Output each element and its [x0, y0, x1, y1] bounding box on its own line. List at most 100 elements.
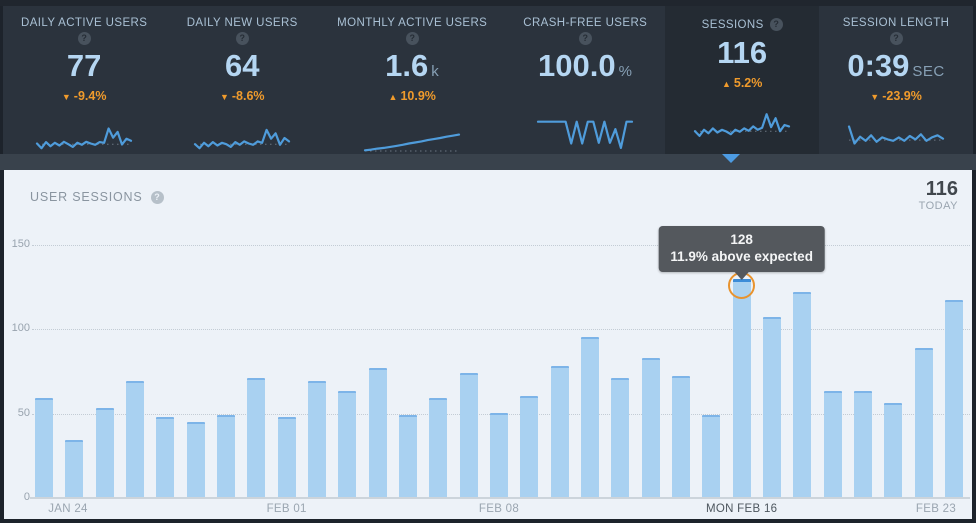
bar-feb-07[interactable]: [459, 373, 478, 498]
chart-tooltip: 128 11.9% above expected: [658, 226, 825, 272]
help-icon[interactable]: ?: [405, 32, 419, 45]
cards-panel-divider: [0, 154, 976, 170]
bar-jan-24[interactable]: [35, 398, 53, 498]
gridline-150: [32, 245, 970, 246]
trend-up-icon: ▲: [388, 92, 398, 102]
help-icon[interactable]: ?: [150, 190, 164, 204]
card-delta-value: 5.2%: [733, 76, 763, 90]
bar-feb-16[interactable]: [732, 279, 751, 498]
bar-feb-02[interactable]: [307, 381, 326, 498]
card-value-number: 0:39: [847, 48, 910, 83]
card-delta: ▲ 10.9%: [389, 89, 436, 106]
card-value-suffix: k: [431, 63, 440, 80]
help-icon[interactable]: ?: [889, 32, 903, 45]
card-value: 77: [67, 50, 101, 88]
card-value: 100.0%: [538, 50, 632, 88]
bar-jan-27[interactable]: [125, 381, 144, 498]
bar-feb-17[interactable]: [762, 317, 781, 498]
bar-feb-03[interactable]: [338, 391, 357, 498]
sparkline: [36, 127, 133, 150]
card-title: DAILY ACTIVE USERS: [21, 17, 148, 29]
sparkline: [847, 125, 945, 145]
card-value: 116: [717, 37, 767, 75]
help-icon[interactable]: ?: [769, 18, 783, 31]
sparkline: [364, 133, 461, 152]
x-axis-line: [30, 497, 970, 499]
card-delta-value: -23.9%: [882, 89, 922, 103]
bar-jan-29[interactable]: [186, 422, 205, 498]
panel-header: USER SESSIONS ?: [30, 190, 164, 204]
card-title-row: DAILY NEW USERS?: [165, 17, 319, 45]
bar-feb-22[interactable]: [914, 348, 933, 498]
card-title: SESSIONS: [701, 18, 764, 31]
metric-card-session-length[interactable]: SESSION LENGTH? 0:39 SEC ▼ -23.9%: [819, 6, 973, 155]
card-value-number: 1.6: [385, 48, 429, 83]
x-axis-label: FEB 23: [915, 503, 957, 515]
bar-feb-08[interactable]: [489, 413, 508, 498]
metric-card-crash-free-users[interactable]: CRASH-FREE USERS? 100.0%: [505, 6, 665, 155]
bar-feb-15[interactable]: [702, 415, 721, 498]
selected-tab-arrow-icon: [721, 154, 740, 163]
help-icon[interactable]: ?: [77, 32, 91, 45]
card-title: SESSION LENGTH: [842, 17, 950, 29]
card-delta: ▲ 5.2%: [722, 76, 762, 93]
bar-feb-12[interactable]: [611, 378, 630, 498]
x-axis-label: FEB 08: [478, 503, 520, 515]
bar-feb-23[interactable]: [944, 300, 963, 498]
bar-jan-25[interactable]: [65, 440, 84, 498]
y-tick-label: 100: [11, 322, 30, 335]
metric-card-daily-active-users[interactable]: DAILY ACTIVE USERS? 77 ▼ -9.4%: [3, 6, 165, 155]
bar-feb-21[interactable]: [884, 403, 903, 498]
card-value-number: 116: [717, 35, 768, 70]
bar-feb-04[interactable]: [368, 368, 387, 498]
card-value-suffix: %: [618, 63, 633, 80]
today-value: 116: [925, 178, 958, 200]
trend-down-icon: ▼: [870, 92, 880, 102]
x-axis-label: JAN 24: [48, 503, 88, 515]
bar-feb-18[interactable]: [793, 292, 812, 498]
x-axis-label: FEB 01: [266, 503, 307, 515]
bar-feb-20[interactable]: [853, 391, 872, 498]
card-delta-value: -9.4%: [73, 89, 107, 103]
bar-feb-09[interactable]: [520, 396, 539, 498]
help-icon[interactable]: ?: [578, 32, 592, 45]
bar-feb-13[interactable]: [641, 358, 660, 498]
bar-jan-30[interactable]: [216, 415, 235, 498]
card-title-row: MONTHLY ACTIVE USERS?: [319, 17, 505, 45]
card-value: 0:39 SEC: [847, 50, 944, 88]
card-value-number: 77: [66, 48, 102, 83]
card-delta-value: -8.6%: [231, 89, 265, 103]
card-title: CRASH-FREE USERS: [523, 17, 648, 29]
help-icon[interactable]: ?: [235, 32, 249, 45]
bar-jan-31[interactable]: [247, 378, 266, 498]
bar-feb-14[interactable]: [671, 376, 690, 498]
sparkline: [694, 113, 791, 138]
card-value-number: 100.0: [538, 48, 616, 83]
y-tick-label: 50: [17, 406, 30, 419]
bar-jan-28[interactable]: [156, 417, 175, 498]
metric-card-monthly-active-users[interactable]: MONTHLY ACTIVE USERS? 1.6 k ▲ 10.9%: [319, 6, 505, 155]
card-title-row: DAILY ACTIVE USERS?: [3, 17, 165, 45]
bar-jan-26[interactable]: [95, 408, 114, 498]
tooltip-value: 128: [730, 232, 753, 247]
x-axis-label: MON FEB 16: [705, 503, 778, 515]
sparkline: [537, 120, 634, 150]
chart-plot: [35, 245, 963, 498]
metric-card-sessions[interactable]: SESSIONS? 116 ▲ 5.2%: [665, 6, 820, 158]
metric-card-daily-new-users[interactable]: DAILY NEW USERS? 64 ▼ -8.6%: [165, 6, 319, 155]
bar-feb-05[interactable]: [398, 415, 417, 498]
bar-feb-11[interactable]: [580, 337, 599, 498]
gridline-100: [32, 329, 970, 331]
bar-feb-19[interactable]: [823, 391, 842, 498]
bar-feb-01[interactable]: [277, 417, 296, 498]
card-delta: ▼ -9.4%: [62, 89, 107, 106]
trend-down-icon: ▼: [61, 92, 71, 102]
card-title: DAILY NEW USERS: [186, 17, 298, 29]
today-readout: 116 TODAY: [919, 178, 958, 212]
panel-title: USER SESSIONS: [30, 190, 143, 204]
bar-feb-06[interactable]: [429, 398, 448, 498]
y-tick-label: 0: [23, 491, 30, 503]
sparkline: [194, 128, 291, 150]
card-delta: ▼ -23.9%: [870, 89, 922, 106]
bar-feb-10[interactable]: [550, 366, 569, 498]
